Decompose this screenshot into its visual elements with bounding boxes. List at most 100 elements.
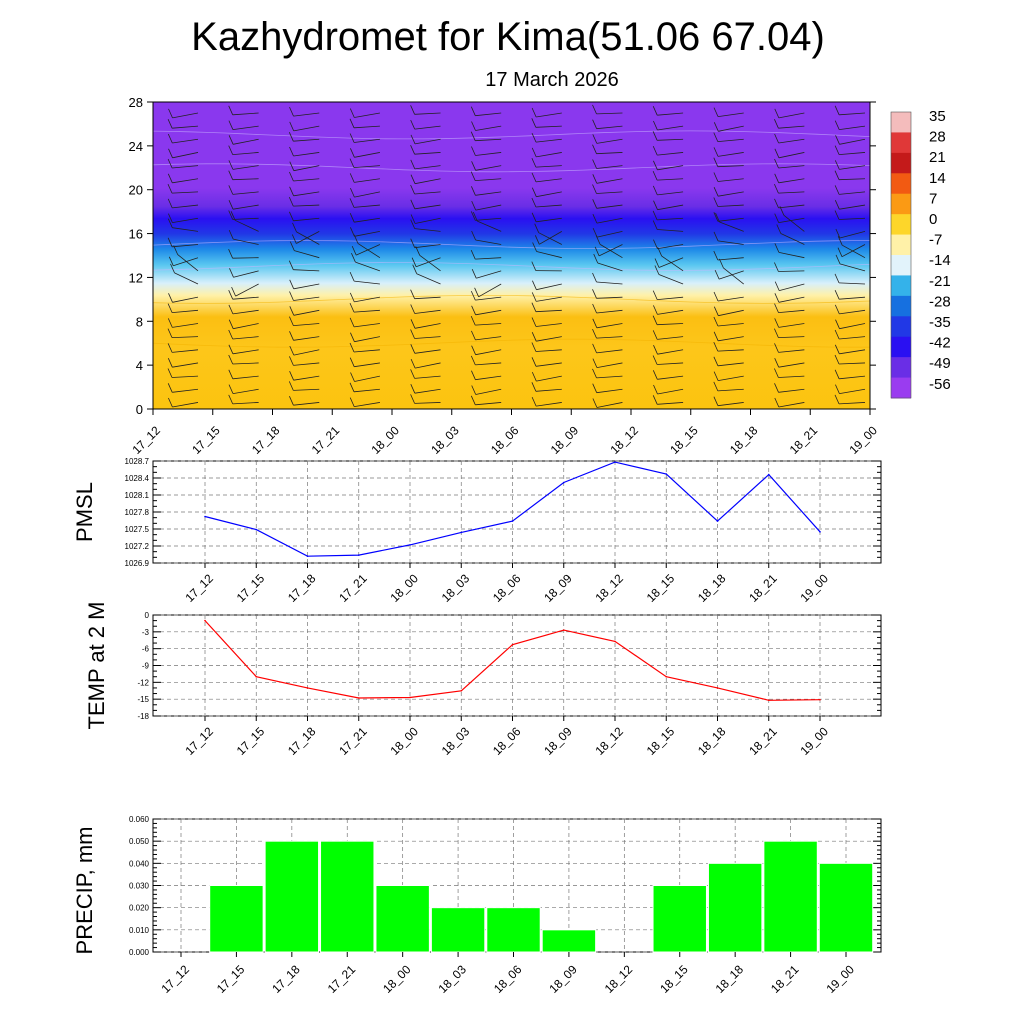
wind-barb [475, 375, 502, 381]
y-tick-label: 20 [129, 183, 143, 198]
wind-barb [414, 112, 441, 115]
colorbar-label: -14 [929, 252, 951, 269]
wind-barb [718, 375, 744, 381]
contour-line [152, 163, 871, 173]
data-point [255, 528, 258, 531]
x-tick-label: 17_15 [234, 724, 268, 758]
wind-barb [657, 244, 684, 249]
wind-barb [354, 336, 380, 343]
wind-barb [661, 255, 684, 272]
wind-barb-flag [351, 252, 356, 263]
colorbar-swatch [891, 316, 911, 338]
wind-barb-flag [289, 161, 295, 171]
x-tick-label: 18_03 [428, 423, 462, 457]
x-tick-label: 17_15 [189, 423, 223, 457]
wind-barb [535, 388, 562, 392]
wind-barb-flag [834, 329, 840, 340]
wind-barb [535, 165, 562, 168]
wind-barb [232, 402, 259, 405]
wind-barb-flag [834, 290, 840, 300]
y-tick-label: -18 [137, 712, 149, 721]
wind-barb [596, 217, 623, 224]
wind-barb [293, 138, 320, 142]
precip-bar [818, 862, 874, 953]
wind-barb-flag [228, 369, 234, 379]
x-tick-label: 18_12 [592, 571, 626, 605]
wind-barb [414, 336, 441, 339]
wind-barb [177, 254, 199, 272]
wind-barb [839, 336, 866, 340]
wind-barb-flag [471, 305, 476, 315]
wind-barb [232, 336, 259, 340]
wind-barb [839, 375, 866, 380]
x-tick-label: 17_18 [285, 571, 319, 605]
wind-barb [172, 125, 199, 129]
wind-barb-flag [834, 185, 840, 195]
wind-barb-flag [167, 173, 173, 183]
wind-barb-flag [471, 269, 477, 279]
wind-barb [778, 375, 805, 378]
wind-barb-flag [228, 329, 234, 340]
wind-barb [172, 138, 199, 144]
wind-barb-flag [167, 198, 173, 209]
wind-barb [232, 257, 259, 259]
wind-barb-flag [167, 318, 173, 328]
wind-barb [657, 323, 684, 326]
wind-barb [353, 309, 380, 313]
wind-barb-flag [835, 319, 840, 329]
wind-barb [657, 349, 684, 355]
y-tick-label: -12 [137, 678, 149, 687]
wind-barb-flag [350, 332, 355, 342]
wind-barb-flag [652, 355, 658, 365]
wind-barb [596, 388, 623, 394]
wind-barb-flag [653, 384, 658, 395]
wind-barb-flag [774, 198, 779, 209]
wind-barb [718, 270, 744, 280]
wind-barb-flag [592, 343, 597, 354]
wind-barb-flag [292, 222, 297, 233]
wind-barb [596, 336, 623, 339]
y-axis-label: TEMP at 2 M [84, 602, 109, 730]
wind-barb-flag [410, 119, 416, 130]
wind-barb-flag [471, 345, 476, 355]
wind-barb [414, 125, 441, 130]
colorbar-frame [890, 111, 912, 399]
wind-barb-flag [350, 187, 355, 198]
wind-barb [354, 217, 380, 223]
wind-barb [717, 138, 744, 142]
wind-barb [476, 270, 502, 279]
wind-barb [719, 221, 744, 232]
wind-barb-flag [167, 368, 173, 378]
wind-barb-flag [654, 265, 660, 275]
wind-barb-flag [774, 173, 780, 183]
wind-barb [174, 272, 199, 285]
wind-barb-flag [713, 371, 719, 381]
wind-barb-flag [289, 371, 294, 381]
data-point [460, 531, 463, 534]
wind-barb-flag [288, 132, 294, 142]
wind-barb [475, 309, 502, 316]
temperature-colorbar: 35 28 21 14 7 0 -7 -14 -21 -28 -35 -42 -49 -56 [890, 108, 951, 399]
wind-barb [172, 349, 199, 353]
x-tick-label: 17_12 [158, 962, 192, 996]
wind-barb-flag [652, 330, 658, 340]
wind-barb [356, 244, 381, 256]
x-tick-label: 18_03 [439, 571, 473, 605]
wind-barb-flag [167, 133, 173, 144]
wind-barb-flag [470, 395, 476, 405]
data-point [204, 515, 206, 518]
wind-barb-flag [471, 146, 476, 156]
data-point [819, 698, 821, 701]
wind-barb-flag [350, 372, 355, 382]
x-tick-label: 17_15 [214, 962, 248, 996]
x-tick-label: 17_12 [182, 724, 216, 758]
x-tick-label: 17_21 [336, 571, 370, 605]
wind-barb [597, 262, 623, 272]
wind-barb-flag [228, 200, 234, 210]
wind-barb [717, 402, 744, 407]
wind-barb-flag [594, 246, 600, 257]
y-tick-label: 0.010 [129, 926, 150, 935]
wind-barb-flag [168, 397, 173, 408]
wind-barb-flag [470, 171, 476, 181]
wind-barb-flag [411, 257, 417, 267]
